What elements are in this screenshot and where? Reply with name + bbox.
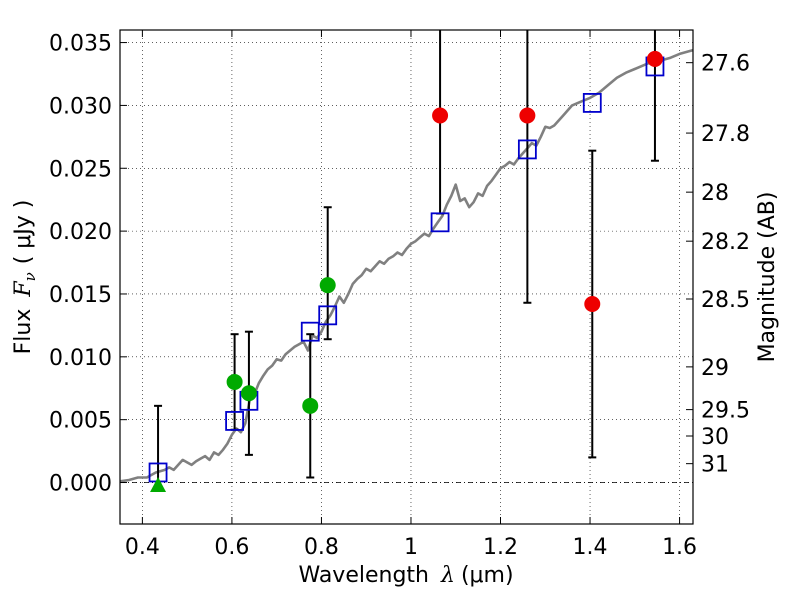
flux-point — [319, 277, 336, 294]
flux-point — [302, 397, 319, 414]
y-axis-label: FluxFν( μJy ) — [11, 200, 39, 355]
y2-tick-label: 29 — [701, 356, 729, 381]
plot-background — [120, 30, 693, 524]
y2-tick-label: 29.5 — [701, 399, 750, 424]
y-tick-label: 0.035 — [49, 32, 112, 57]
model-photometry-point — [225, 411, 245, 431]
upper-limit-point — [150, 477, 167, 493]
y2-axis-ticks: 27.6 27.8 28 28.2 28.5 29 29.530 31 — [686, 52, 750, 478]
y-tick-label: 0.015 — [49, 283, 112, 308]
model-photometry-point — [430, 212, 450, 233]
y2-tick-label: 28.2 — [701, 230, 750, 255]
x-tick-label: 0.4 — [125, 535, 160, 560]
y2-axis-label: Magnitude (AB) — [755, 192, 780, 363]
x-axis-ticks: 0.4 0.6 0.8 1 1.2 1.4 1.6 — [125, 30, 697, 560]
y-tick-label: 0.010 — [49, 346, 112, 371]
model-spectrum-line — [120, 48, 693, 483]
data-markers — [148, 50, 665, 493]
model-photometry-point — [517, 139, 537, 160]
flux-point — [584, 296, 601, 313]
flux-point — [519, 107, 536, 124]
y-tick-label: 0.005 — [49, 409, 112, 434]
x-tick-label: 0.8 — [304, 535, 339, 560]
flux-point — [226, 373, 243, 390]
y2-tick-label: 27.8 — [701, 122, 750, 147]
flux-point — [646, 50, 663, 67]
model-photometry-point — [318, 305, 338, 326]
x-tick-label: 1.6 — [662, 535, 697, 560]
y2-tick-label: 30 — [701, 425, 729, 450]
y2-tick-label: 27.6 — [701, 52, 750, 77]
x-axis-label: Wavelength λ (μm) — [298, 563, 513, 588]
y2-tick-label: 28 — [701, 181, 729, 206]
y-axis-ticks: 0.000 0.005 0.010 0.015 0.020 0.025 0.030 0.035 — [49, 32, 127, 497]
x-tick-label: 1.4 — [573, 535, 608, 560]
model-spectrum — [120, 48, 693, 483]
x-tick-label: 0.6 — [214, 535, 249, 560]
x-tick-label: 1 — [404, 535, 418, 560]
y-tick-label: 0.020 — [49, 220, 112, 245]
y2-tick-label: 31 — [701, 453, 729, 478]
y-tick-label: 0.030 — [49, 94, 112, 119]
y-tick-label: 0.000 — [49, 472, 112, 497]
model-photometry-point — [582, 93, 602, 113]
flux-point — [432, 107, 449, 124]
y-tick-label: 0.025 — [49, 157, 112, 182]
flux-point — [240, 385, 257, 402]
y2-tick-label: 28.5 — [701, 288, 750, 313]
model-photometry-point — [300, 321, 320, 342]
plot-frame — [119, 29, 694, 525]
x-tick-label: 1.2 — [483, 535, 518, 560]
